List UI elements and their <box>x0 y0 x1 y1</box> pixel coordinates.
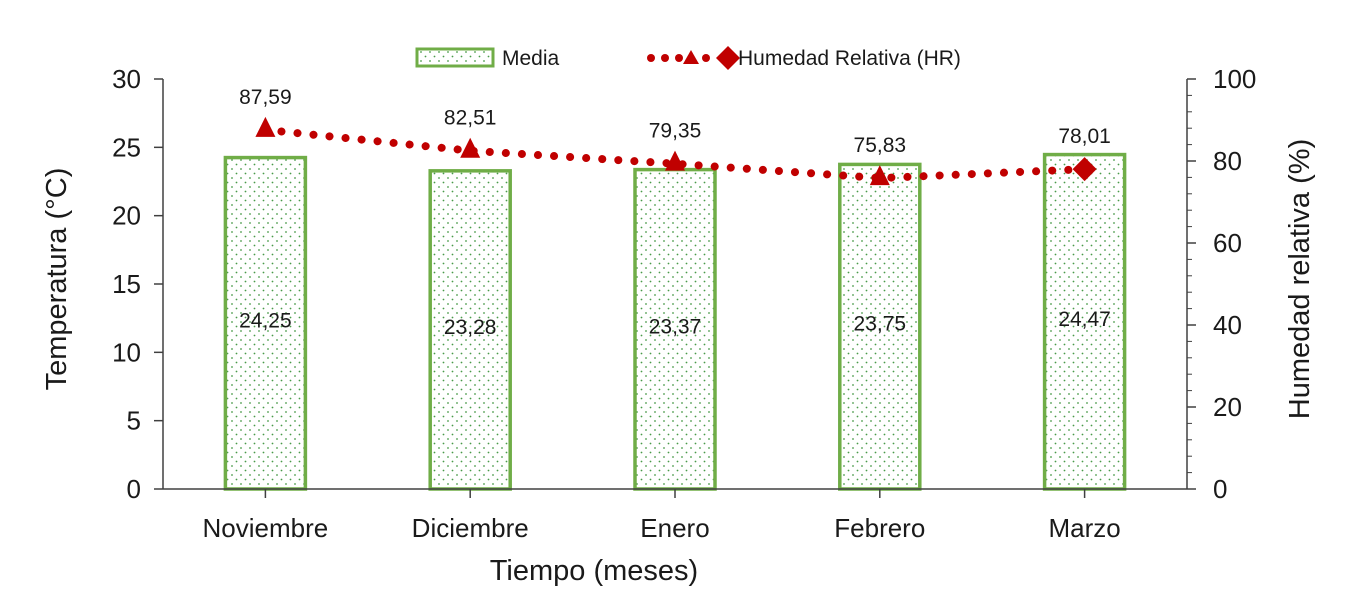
y2-tick-label: 20 <box>1213 392 1242 422</box>
bar-value-label: 24,47 <box>1058 308 1111 331</box>
humidity-point <box>460 137 481 158</box>
humidity-value-label: 87,59 <box>239 86 292 109</box>
bar <box>838 162 922 491</box>
bar-value-label: 23,75 <box>854 313 907 336</box>
humidity-point <box>665 150 685 171</box>
legend-label-media: Media <box>502 47 560 70</box>
x-tick-label: Diciembre <box>412 513 529 543</box>
x-axis-ticks: Noviembre Diciembre Enero Febrero Marzo <box>203 489 1121 543</box>
y2-tick-label: 100 <box>1213 64 1256 94</box>
bar <box>428 169 512 491</box>
y2-tick-label: 80 <box>1213 146 1242 176</box>
humidity-value-label: 82,51 <box>444 107 497 130</box>
humidity-point <box>255 116 276 137</box>
bar <box>223 155 308 491</box>
y-tick-label: 15 <box>112 269 141 299</box>
y-tick-label: 25 <box>112 132 141 162</box>
x-axis-title: Tiempo (meses) <box>490 555 698 587</box>
humidity-value-label: 78,01 <box>1058 125 1111 148</box>
y-tick-label: 5 <box>127 406 141 436</box>
x-tick-label: Noviembre <box>203 513 329 543</box>
bar-value-label: 23,28 <box>444 316 497 339</box>
x-tick-label: Febrero <box>834 513 925 543</box>
x-tick-label: Enero <box>640 513 709 543</box>
y-tick-label: 30 <box>112 64 141 94</box>
y-tick-label: 0 <box>127 474 141 504</box>
y2-tick-label: 40 <box>1213 310 1242 340</box>
bars: 24,25 23,28 23,37 23,75 24,47 <box>223 152 1127 491</box>
legend: Media Humedad Relativa (HR) <box>415 46 961 70</box>
y-tick-label: 10 <box>112 337 141 367</box>
y2-tick-label: 60 <box>1213 228 1242 258</box>
y-axis-title: Temperatura (°C) <box>41 168 73 391</box>
left-axis-ticks: 0 5 10 15 20 25 30 <box>112 64 163 504</box>
legend-swatch-media <box>415 47 495 68</box>
humidity-value-label: 75,83 <box>854 134 907 157</box>
y2-axis-title: Humedad relativa (%) <box>1284 139 1316 419</box>
y-tick-label: 20 <box>112 201 141 231</box>
right-axis-ticks: 0 20 40 60 80 100 <box>1187 64 1256 504</box>
humidity-point <box>869 165 890 186</box>
bar-value-label: 24,25 <box>239 309 292 332</box>
legend-label-humedad: Humedad Relativa (HR) <box>738 47 961 70</box>
humidity-point <box>1072 157 1097 182</box>
x-tick-label: Marzo <box>1048 513 1120 543</box>
bar-value-label: 23,37 <box>649 315 702 338</box>
y2-tick-label: 0 <box>1213 474 1227 504</box>
legend-swatch-humedad <box>647 46 740 70</box>
humidity-value-label: 79,35 <box>649 120 702 143</box>
humidity-series: 87,59 82,51 79,35 75,83 78,01 <box>239 86 1111 186</box>
